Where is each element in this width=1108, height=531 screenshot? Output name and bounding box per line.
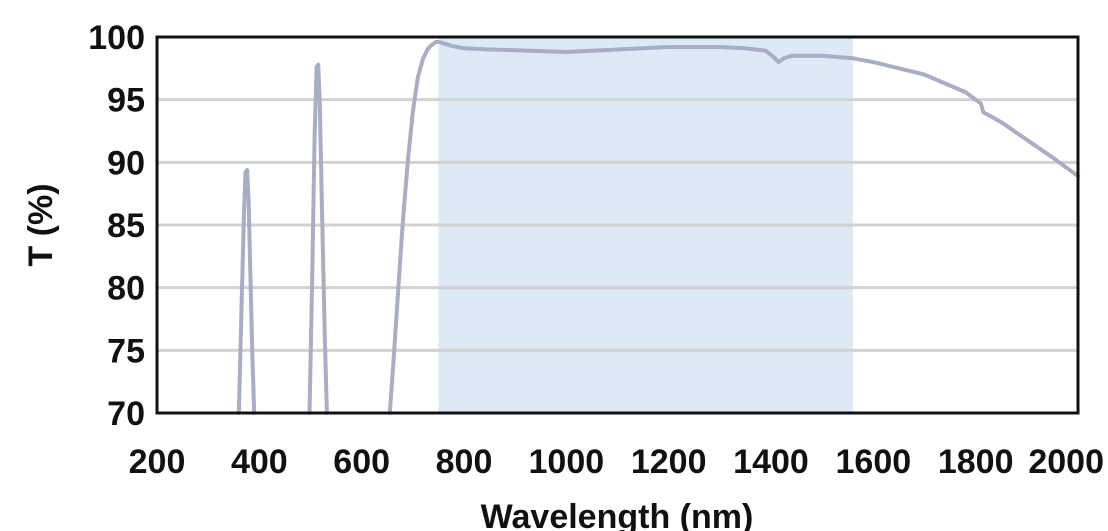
- transmission-curve: [236, 40, 1080, 415]
- y-axis-ticks: 100 95 90 85 80 75 70: [88, 19, 145, 433]
- x-tick-label: 1600: [836, 443, 912, 481]
- y-axis-title: T (%): [22, 183, 60, 266]
- x-tick-label: 400: [231, 443, 288, 481]
- x-tick-label: 200: [129, 443, 186, 481]
- y-tick-label: 70: [107, 395, 145, 433]
- y-tick-label: 85: [107, 207, 145, 245]
- x-tick-label: 1000: [529, 443, 605, 481]
- x-tick-label: 1200: [631, 443, 707, 481]
- y-tick-label: 95: [107, 82, 145, 120]
- x-tick-label: 800: [436, 443, 493, 481]
- plot-frame: [155, 35, 1080, 415]
- y-tick-label: 90: [107, 144, 145, 182]
- x-tick-label: 2000: [1028, 443, 1104, 481]
- curve-segment: [236, 167, 257, 415]
- curve-segment: [387, 40, 1080, 415]
- y-tick-label: 75: [107, 332, 145, 370]
- x-axis-ticks: 200 400 600 800 1000 1200 1400 1600 1800 2000: [129, 443, 1104, 481]
- x-axis-title: Wavelength (nm): [481, 498, 754, 531]
- x-tick-label: 1400: [733, 443, 809, 481]
- x-tick-label: 1800: [938, 443, 1014, 481]
- y-tick-label: 80: [107, 270, 145, 308]
- y-tick-label: 100: [88, 19, 145, 57]
- curve-segment: [307, 62, 329, 415]
- x-tick-label: 600: [333, 443, 390, 481]
